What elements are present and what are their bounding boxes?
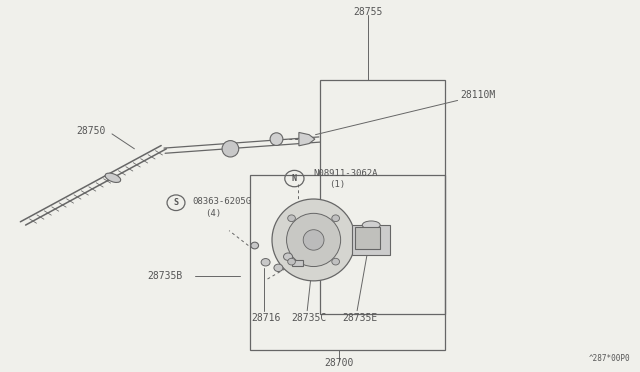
Text: (1): (1)	[330, 180, 346, 189]
Ellipse shape	[332, 258, 339, 265]
Ellipse shape	[288, 258, 296, 265]
Ellipse shape	[270, 133, 283, 145]
Bar	[292, 260, 303, 266]
Ellipse shape	[362, 221, 380, 229]
Bar	[250, 175, 445, 350]
Ellipse shape	[105, 173, 121, 182]
Ellipse shape	[272, 199, 355, 281]
Ellipse shape	[274, 264, 283, 272]
Text: ^287*00P0: ^287*00P0	[589, 354, 630, 363]
Ellipse shape	[287, 213, 340, 266]
Ellipse shape	[303, 230, 324, 250]
Text: 28700: 28700	[324, 358, 354, 368]
Bar	[355, 227, 380, 249]
Text: 28735E: 28735E	[342, 313, 378, 323]
Ellipse shape	[288, 215, 296, 222]
Ellipse shape	[251, 242, 259, 249]
Text: 08363-6205G: 08363-6205G	[192, 197, 251, 206]
Text: 28750: 28750	[77, 126, 106, 136]
Ellipse shape	[332, 215, 339, 222]
Ellipse shape	[284, 253, 292, 260]
Text: (4): (4)	[205, 209, 221, 218]
Text: 28755: 28755	[353, 7, 383, 17]
Text: 28110M: 28110M	[461, 90, 496, 100]
Text: N: N	[292, 174, 297, 183]
Ellipse shape	[261, 259, 270, 266]
Text: N08911-3062A: N08911-3062A	[314, 169, 378, 178]
Text: 28735C: 28735C	[291, 313, 326, 323]
Text: S: S	[173, 198, 179, 207]
Text: 28716: 28716	[252, 313, 281, 323]
Bar	[320, 80, 445, 314]
Ellipse shape	[222, 141, 239, 157]
Polygon shape	[299, 132, 315, 146]
Bar	[352, 225, 390, 255]
Text: 28735B: 28735B	[147, 271, 182, 281]
